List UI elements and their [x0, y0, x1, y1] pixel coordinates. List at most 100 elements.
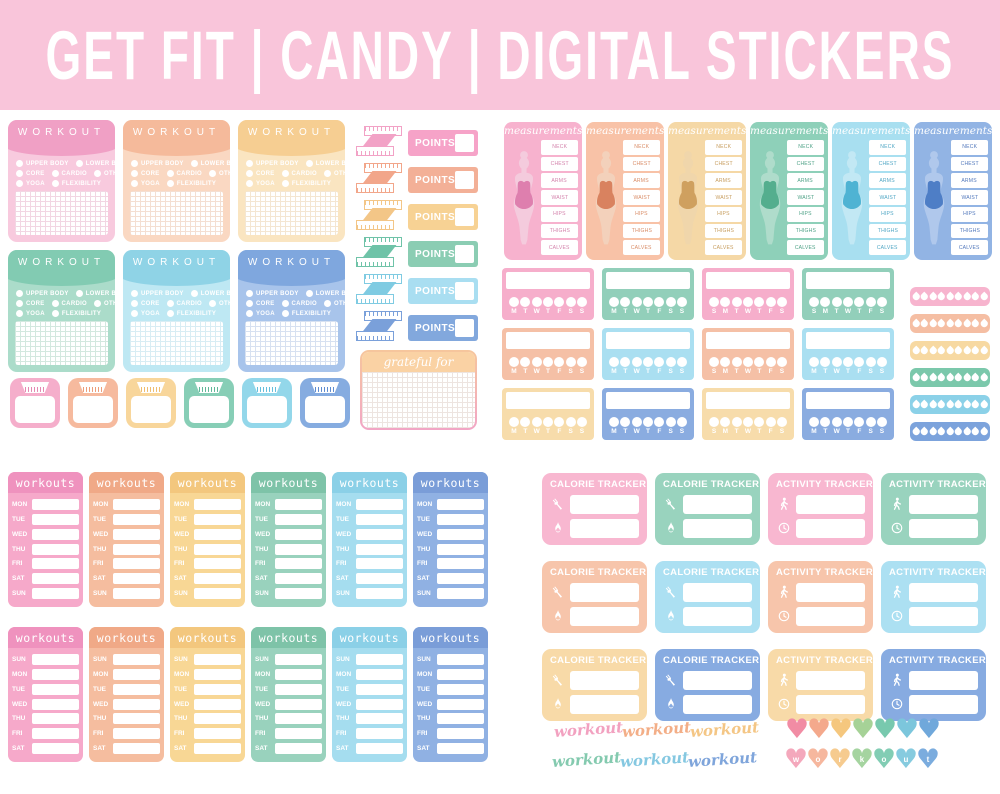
weekly-workout-sticker[interactable]: workouts SUN MON TUE WED THU [332, 627, 407, 762]
checkbox-circle-icon[interactable] [75, 160, 83, 167]
workout-option[interactable]: YOGA [246, 310, 275, 317]
day-entry-box[interactable] [275, 698, 322, 710]
day-entry-box[interactable] [356, 698, 403, 710]
habit-tracker-sticker[interactable]: M T W T F S S [502, 328, 594, 380]
workout-option[interactable]: UPPER BODY [131, 290, 184, 297]
water-drop-icon[interactable] [953, 291, 964, 302]
day-entry-box[interactable] [113, 573, 160, 585]
habit-circle-icon[interactable] [554, 297, 565, 307]
habit-circle-icon[interactable] [842, 417, 853, 427]
habit-day[interactable]: T [820, 357, 831, 375]
points-sticker[interactable]: POINTS [408, 278, 478, 304]
day-entry-box[interactable] [113, 588, 160, 600]
tracker-entry-box[interactable] [796, 518, 865, 538]
workout-option[interactable]: YOGA [131, 180, 160, 187]
habit-circle-icon[interactable] [676, 297, 687, 307]
habit-day[interactable]: T [820, 417, 831, 435]
heart-icon[interactable]: ♥ [785, 716, 809, 744]
workout-option[interactable]: CARDIO [281, 170, 317, 177]
habit-day[interactable]: M [809, 357, 819, 375]
habit-day[interactable]: M [609, 417, 619, 435]
checkbox-circle-icon[interactable] [131, 310, 138, 317]
habit-circle-icon[interactable] [865, 417, 876, 427]
habit-day[interactable]: F [765, 417, 776, 435]
measurement-field-box[interactable]: HIPS [705, 206, 742, 222]
habit-circle-icon[interactable] [542, 357, 553, 367]
checkbox-circle-icon[interactable] [209, 170, 217, 177]
habit-circle-icon[interactable] [576, 417, 587, 427]
day-entry-box[interactable] [194, 513, 241, 525]
notes-grid-area[interactable] [245, 191, 338, 235]
habit-label-box[interactable] [606, 392, 690, 409]
checkbox-circle-icon[interactable] [51, 310, 59, 317]
workout-option[interactable]: CORE [246, 300, 275, 307]
day-entry-box[interactable] [113, 683, 160, 695]
habit-day[interactable]: S [776, 417, 787, 435]
habit-day[interactable]: F [765, 297, 776, 315]
workout-option[interactable]: UPPER BODY [246, 160, 299, 167]
checkbox-circle-icon[interactable] [16, 160, 23, 167]
measurement-field-box[interactable]: WAIST [787, 190, 824, 205]
workout-option[interactable]: FLEXIBILITY [281, 310, 331, 317]
habit-tracker-sticker[interactable]: M T W T F S S [602, 268, 694, 320]
day-entry-box[interactable] [275, 498, 322, 510]
habit-circle-icon[interactable] [509, 357, 519, 367]
habit-day[interactable]: S [576, 297, 587, 315]
measurements-sticker[interactable]: measurements NECK CHEST ARMS WAIST [914, 122, 992, 260]
scale-entry-area[interactable] [305, 396, 345, 423]
day-entry-box[interactable] [275, 743, 322, 755]
notes-grid-area[interactable] [130, 321, 223, 365]
habit-circle-icon[interactable] [542, 297, 553, 307]
checkbox-circle-icon[interactable] [190, 290, 198, 297]
checkbox-circle-icon[interactable] [166, 310, 174, 317]
water-drop-icon[interactable] [970, 318, 981, 329]
habit-circle-icon[interactable] [754, 417, 765, 427]
day-entry-box[interactable] [437, 743, 484, 755]
checkbox-circle-icon[interactable] [166, 170, 174, 177]
water-drop-icon[interactable] [919, 345, 930, 356]
weekly-workout-sticker[interactable]: workouts SUN MON TUE WED THU [251, 627, 326, 762]
workout-option[interactable]: OTHER [209, 170, 230, 177]
day-entry-box[interactable] [194, 728, 241, 740]
checkbox-circle-icon[interactable] [94, 300, 102, 307]
day-entry-box[interactable] [356, 513, 403, 525]
day-entry-box[interactable] [194, 543, 241, 555]
day-entry-box[interactable] [437, 653, 484, 665]
day-entry-box[interactable] [437, 513, 484, 525]
habit-day[interactable]: W [631, 297, 642, 315]
water-tracker-sticker[interactable] [910, 287, 990, 306]
points-entry-box[interactable] [455, 245, 474, 263]
scale-entry-area[interactable] [73, 396, 113, 423]
tracker-entry-box[interactable] [683, 494, 752, 514]
workout-word-sticker[interactable]: workout [551, 748, 622, 772]
day-entry-box[interactable] [275, 713, 322, 725]
habit-circle-icon[interactable] [642, 297, 653, 307]
points-entry-box[interactable] [455, 208, 474, 226]
water-drop-icon[interactable] [953, 399, 964, 410]
day-entry-box[interactable] [437, 543, 484, 555]
workout-note-sticker[interactable]: WORKOUT UPPER BODY LOWER BODY COR [123, 120, 230, 242]
heart-icon[interactable]: ♥ r [828, 746, 852, 774]
day-entry-box[interactable] [194, 653, 241, 665]
water-drop-icon[interactable] [970, 345, 981, 356]
workout-note-sticker[interactable]: WORKOUT UPPER BODY LOWER BODY COR [238, 250, 345, 372]
tracker-sticker[interactable]: CALORIE TRACKER [542, 649, 647, 721]
workout-word-sticker[interactable]: workout [619, 748, 690, 772]
water-drop-icon[interactable] [970, 399, 981, 410]
habit-circle-icon[interactable] [642, 417, 653, 427]
habit-day[interactable]: W [531, 357, 542, 375]
habit-circle-icon[interactable] [876, 297, 887, 307]
workout-option[interactable]: CORE [16, 170, 45, 177]
habit-day[interactable]: T [842, 417, 853, 435]
day-entry-box[interactable] [194, 698, 241, 710]
tracker-entry-box[interactable] [909, 518, 978, 538]
day-entry-box[interactable] [275, 543, 322, 555]
heart-icon[interactable]: ♥ [873, 716, 897, 744]
heart-icon[interactable]: ♥ [807, 716, 831, 744]
habit-day[interactable]: T [542, 417, 553, 435]
measurement-field-box[interactable]: NECK [541, 140, 578, 155]
scale-entry-area[interactable] [131, 396, 171, 423]
checkbox-circle-icon[interactable] [16, 300, 23, 307]
weekly-workout-sticker[interactable]: workouts MON TUE WED THU FRI [413, 472, 488, 607]
notes-grid-area[interactable] [15, 321, 108, 365]
